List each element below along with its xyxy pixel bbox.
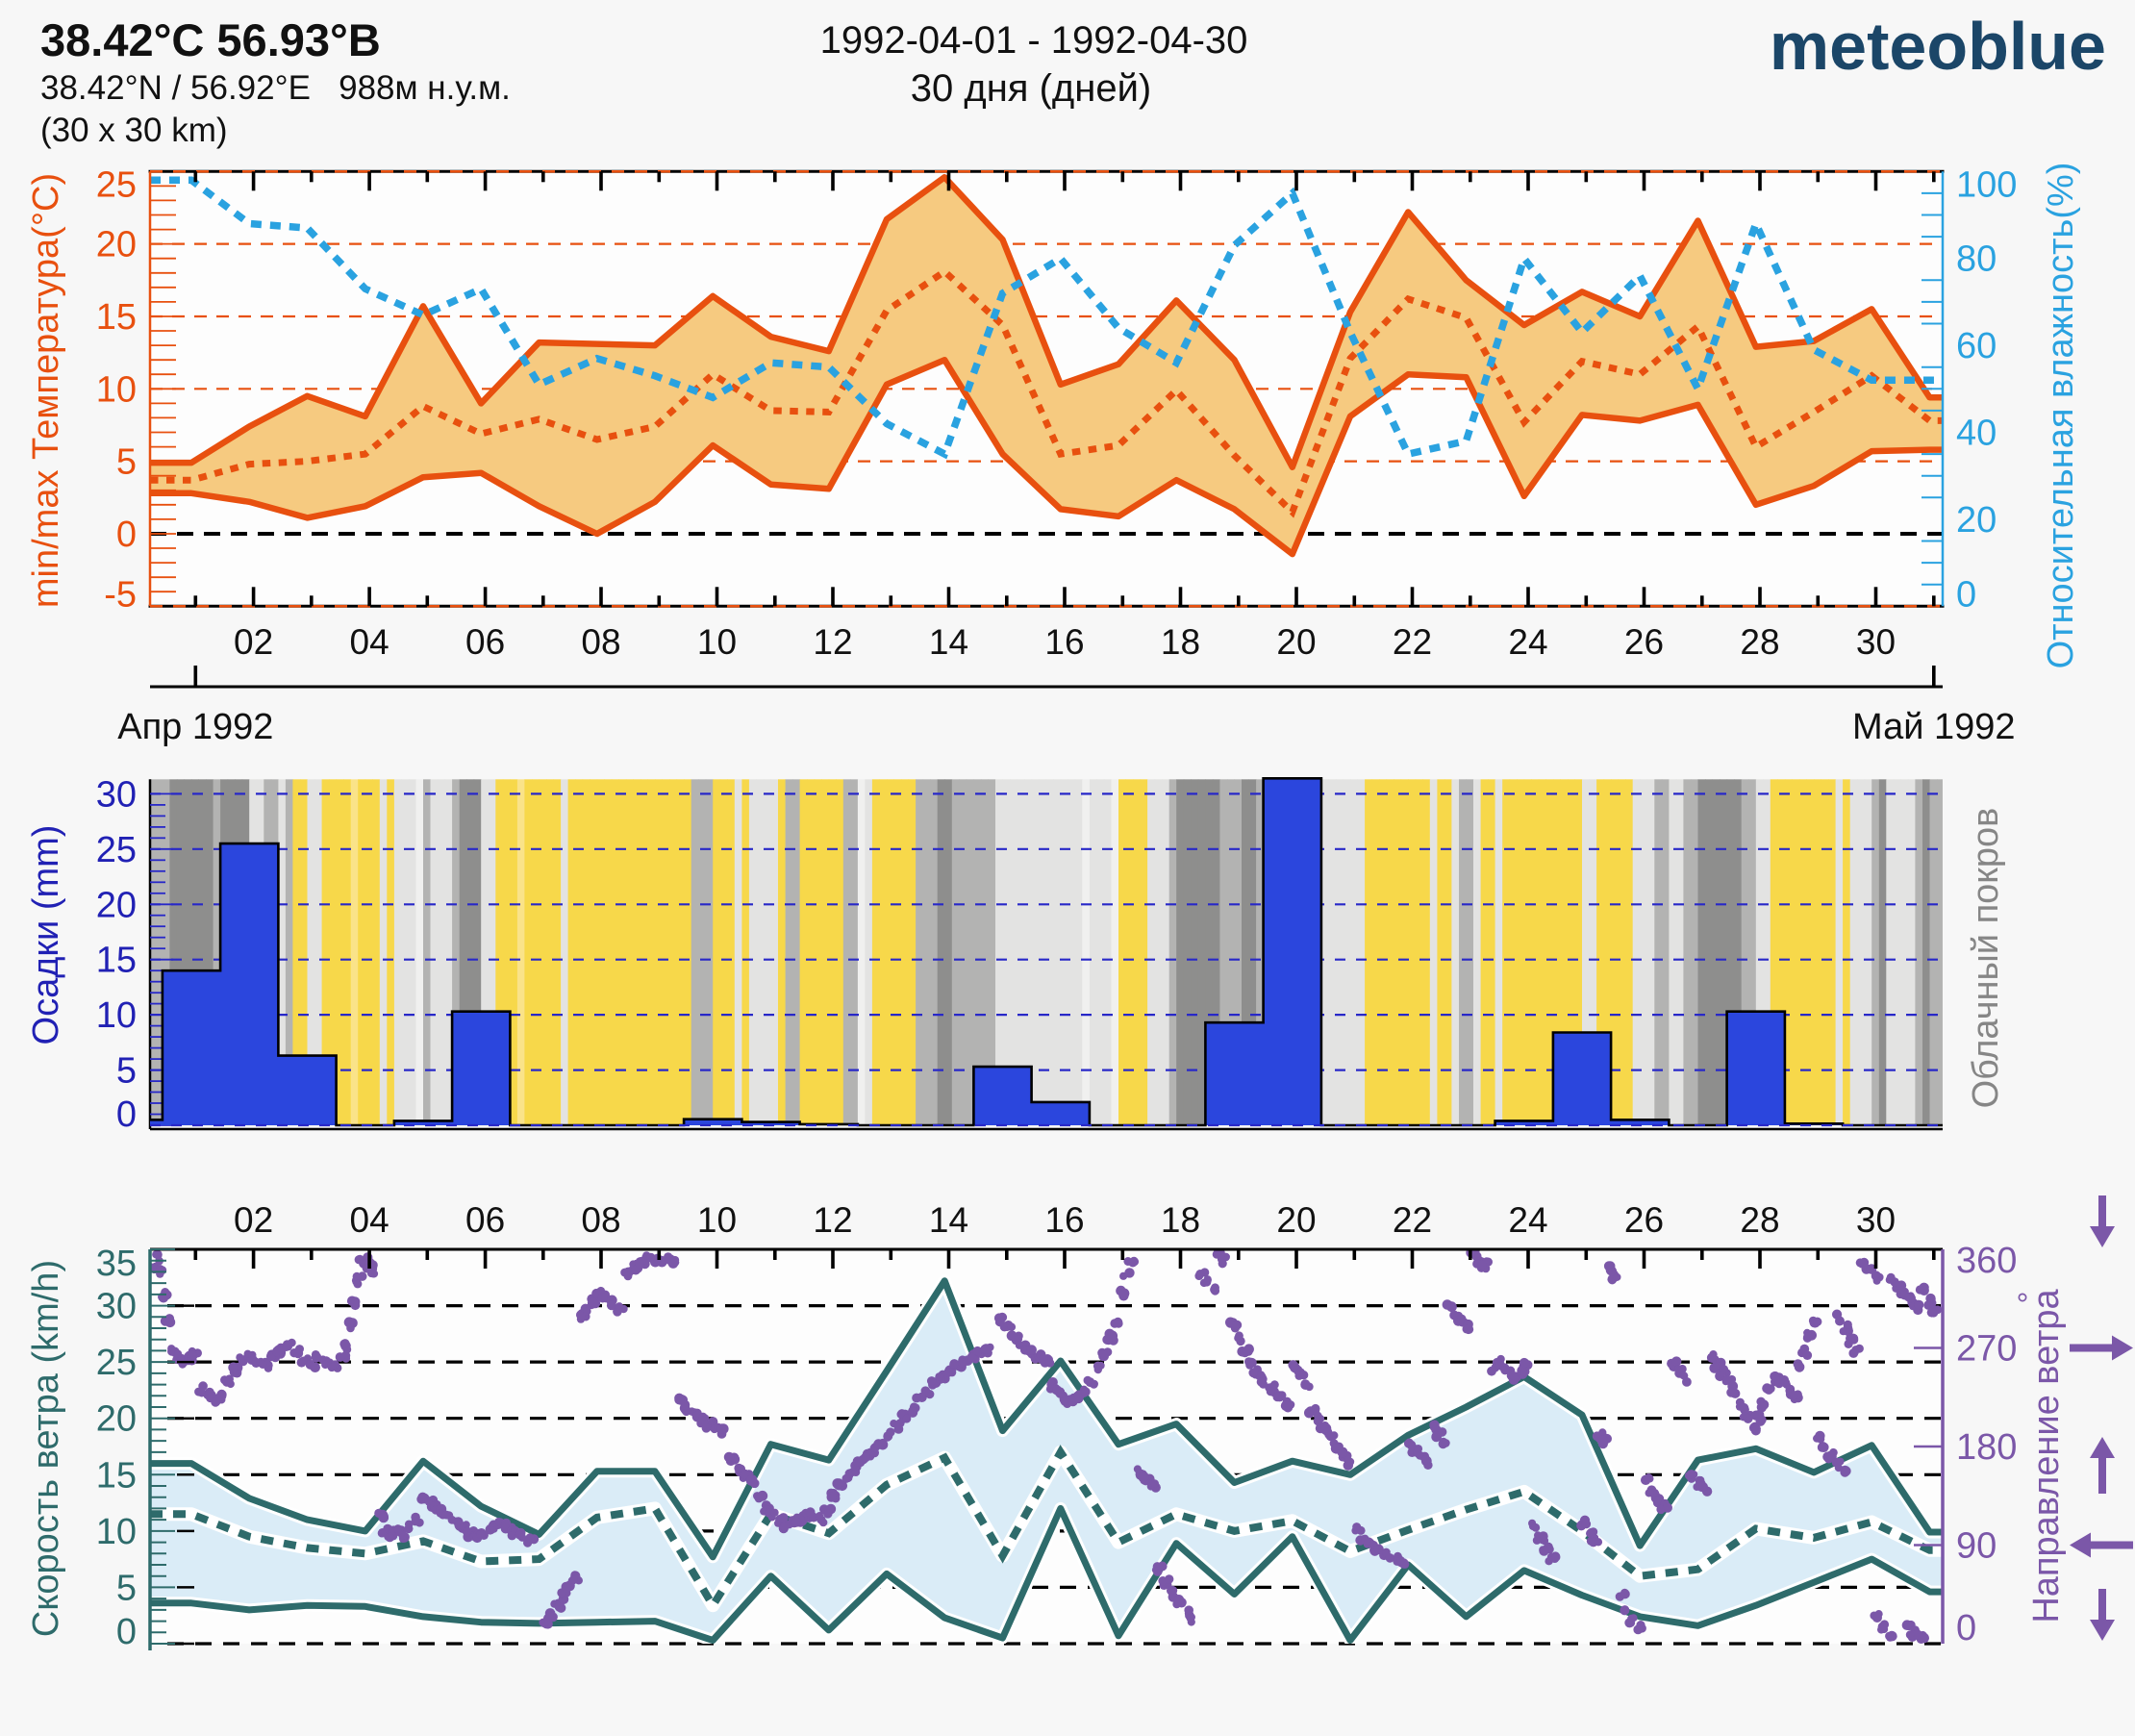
svg-text:20: 20 <box>96 1399 137 1440</box>
svg-text:meteoblue: meteoblue <box>1770 9 2106 84</box>
svg-text:40: 40 <box>1956 414 1997 454</box>
svg-text:15: 15 <box>96 941 137 981</box>
svg-text:16: 16 <box>1044 1200 1084 1240</box>
svg-text:10: 10 <box>96 1512 137 1552</box>
svg-text:10: 10 <box>697 1200 737 1240</box>
svg-text:°: ° <box>2012 1292 2047 1304</box>
svg-text:10: 10 <box>697 622 737 662</box>
svg-text:Май 1992: Май 1992 <box>1852 707 2016 747</box>
svg-text:24: 24 <box>1508 1200 1547 1240</box>
svg-text:1992-04-01 - 1992-04-30: 1992-04-01 - 1992-04-30 <box>820 19 1248 62</box>
svg-text:02: 02 <box>234 622 273 662</box>
svg-text:30 дня (дней): 30 дня (дней) <box>911 67 1151 110</box>
svg-text:08: 08 <box>581 1200 620 1240</box>
svg-text:0: 0 <box>116 515 137 555</box>
svg-text:(30 x 30 km): (30 x 30 km) <box>40 112 228 149</box>
svg-text:180: 180 <box>1956 1427 2017 1468</box>
svg-text:14: 14 <box>929 622 968 662</box>
svg-text:0: 0 <box>116 1612 137 1652</box>
svg-text:Облачный покров: Облачный покров <box>1966 808 2006 1109</box>
svg-text:0: 0 <box>1956 574 1976 615</box>
svg-text:28: 28 <box>1740 622 1779 662</box>
svg-text:26: 26 <box>1624 1200 1664 1240</box>
svg-text:26: 26 <box>1624 622 1664 662</box>
svg-text:Направление ветра: Направление ветра <box>2026 1289 2067 1623</box>
svg-text:30: 30 <box>1856 1200 1896 1240</box>
svg-text:30: 30 <box>1856 622 1896 662</box>
svg-text:38.42°N / 56.92°E 988м н.у.м: 38.42°N / 56.92°E 988м н.у.м. <box>40 69 511 107</box>
svg-text:30: 30 <box>96 1287 137 1327</box>
svg-text:90: 90 <box>1956 1526 1997 1567</box>
svg-text:-5: -5 <box>104 574 137 615</box>
svg-text:24: 24 <box>1508 622 1547 662</box>
svg-text:16: 16 <box>1044 622 1084 662</box>
svg-text:15: 15 <box>96 297 137 338</box>
svg-text:20: 20 <box>1276 622 1316 662</box>
svg-text:60: 60 <box>1956 326 1997 366</box>
svg-text:22: 22 <box>1393 1200 1432 1240</box>
svg-text:25: 25 <box>96 1343 137 1383</box>
svg-text:80: 80 <box>1956 239 1997 280</box>
svg-text:06: 06 <box>465 1200 505 1240</box>
svg-text:0: 0 <box>1956 1608 1976 1648</box>
svg-text:04: 04 <box>350 1200 389 1240</box>
svg-text:38.42°C 56.93°B: 38.42°C 56.93°B <box>40 14 381 65</box>
svg-text:12: 12 <box>813 622 852 662</box>
svg-text:20: 20 <box>1956 500 1997 541</box>
svg-text:14: 14 <box>929 1200 968 1240</box>
svg-text:02: 02 <box>234 1200 273 1240</box>
svg-text:Относительная влажность(%): Относительная влажность(%) <box>2041 163 2081 669</box>
svg-text:min/max Температура(°C): min/max Температура(°C) <box>26 173 66 608</box>
svg-text:10: 10 <box>96 369 137 410</box>
svg-text:5: 5 <box>116 1568 137 1608</box>
svg-text:22: 22 <box>1393 622 1432 662</box>
svg-text:270: 270 <box>1956 1329 2017 1370</box>
svg-text:360: 360 <box>1956 1241 2017 1281</box>
svg-text:20: 20 <box>96 885 137 925</box>
svg-text:Осадки (mm): Осадки (mm) <box>26 825 66 1045</box>
svg-text:25: 25 <box>96 164 137 205</box>
svg-text:5: 5 <box>116 442 137 483</box>
svg-text:0: 0 <box>116 1094 137 1135</box>
svg-text:25: 25 <box>96 830 137 870</box>
svg-text:06: 06 <box>465 622 505 662</box>
svg-text:Скорость ветра (km/h): Скорость ветра (km/h) <box>26 1260 66 1637</box>
svg-text:12: 12 <box>813 1200 852 1240</box>
svg-text:100: 100 <box>1956 164 2017 205</box>
svg-text:28: 28 <box>1740 1200 1779 1240</box>
svg-text:20: 20 <box>1276 1200 1316 1240</box>
svg-text:30: 30 <box>96 774 137 815</box>
svg-text:20: 20 <box>96 225 137 265</box>
svg-text:35: 35 <box>96 1244 137 1284</box>
svg-text:15: 15 <box>96 1455 137 1496</box>
svg-text:Апр 1992: Апр 1992 <box>117 707 273 747</box>
svg-text:08: 08 <box>581 622 620 662</box>
svg-text:18: 18 <box>1161 622 1200 662</box>
svg-text:18: 18 <box>1161 1200 1200 1240</box>
svg-text:04: 04 <box>350 622 389 662</box>
svg-text:5: 5 <box>116 1051 137 1092</box>
svg-text:10: 10 <box>96 995 137 1036</box>
